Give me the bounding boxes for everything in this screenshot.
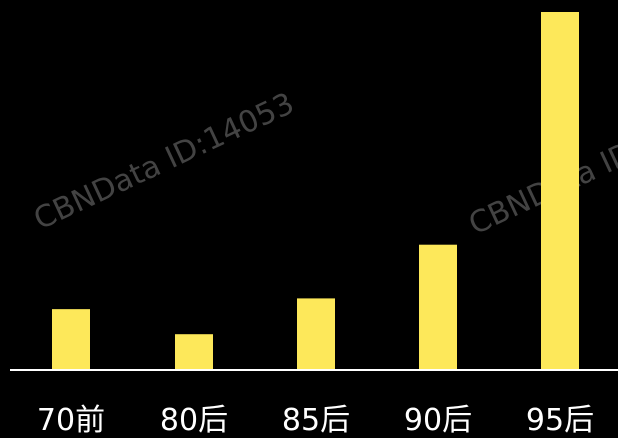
bar-1 [175,334,213,370]
watermark-text: CBNData ID:14053 [464,91,618,242]
bar-4 [541,12,579,370]
category-labels: 70前 80后 85后 90后 95后 [37,403,594,438]
x-tick-label: 95后 [526,403,594,438]
bar-3 [419,244,457,370]
watermark-text: CBNData ID:14053 [29,86,300,237]
bar-0 [52,309,90,370]
watermark-layer: CBNData ID:14053 CBNData ID:14053 [29,86,618,242]
bar-2 [297,298,335,370]
bars-layer [52,12,579,370]
x-tick-label: 85后 [282,403,350,438]
x-tick-label: 70前 [37,403,105,438]
x-tick-label: 90后 [404,403,472,438]
x-tick-label: 80后 [160,403,228,438]
